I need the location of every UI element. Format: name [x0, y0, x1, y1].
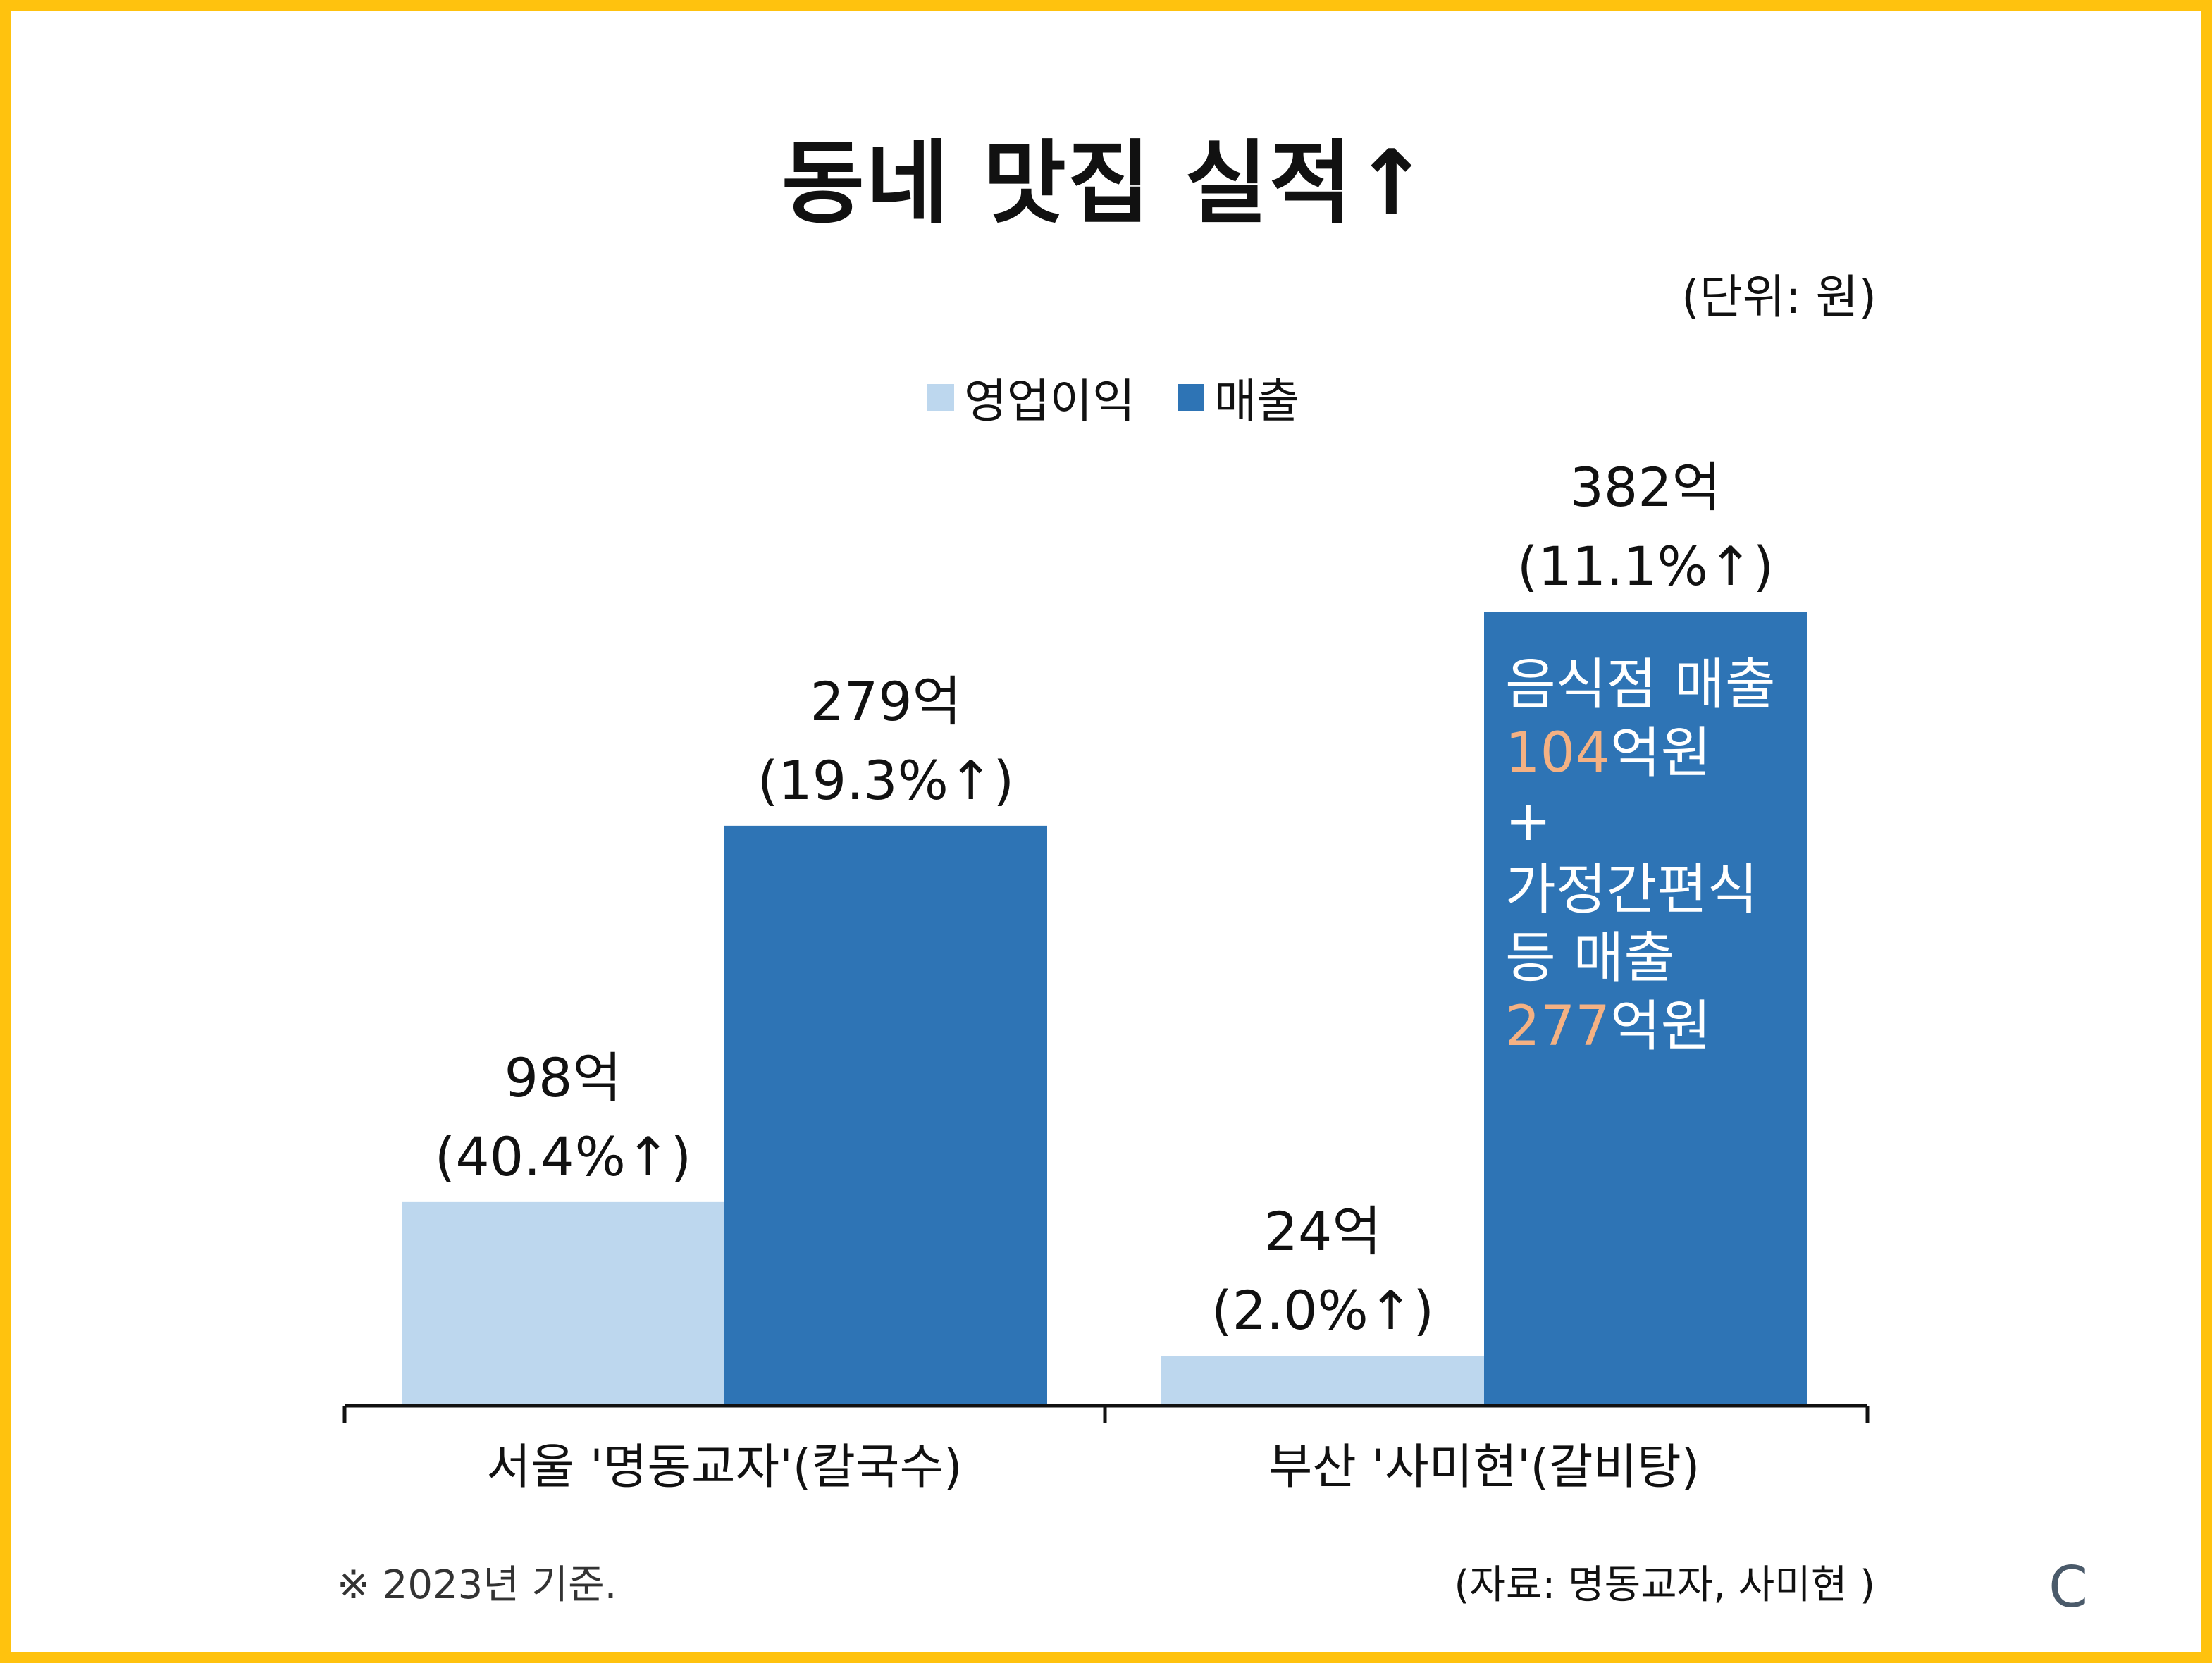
unit-label: (단위: 원)	[1681, 270, 1877, 324]
category-label-1: 부산 '사미현'(갈비탕)	[1268, 1440, 1700, 1495]
legend-item-operating-profit: 영업이익	[927, 364, 1135, 431]
value-label-0-1: 24억	[1264, 1200, 1382, 1263]
annotation-line-5: 277억원	[1505, 995, 1711, 1058]
bar-sales-0	[724, 825, 1047, 1406]
growth-label-1-1: (11.1%↑)	[1517, 535, 1774, 598]
bar-operating-profit-0	[402, 1201, 724, 1406]
annotation-line-1: 104억원	[1505, 722, 1711, 785]
legend-item-sales: 매출	[1177, 364, 1300, 431]
legend-swatch-operating-profit	[927, 384, 954, 411]
annotation-part-2-0: +	[1505, 790, 1551, 853]
annotation-line-4: 등 매출	[1505, 927, 1674, 990]
growth-label-0-1: (2.0%↑)	[1211, 1279, 1434, 1342]
source-note: (자료: 명동교자, 사미현 )	[1454, 1562, 1875, 1608]
logo: C	[2049, 1554, 2088, 1620]
value-label-1-1: 382억	[1570, 456, 1722, 519]
annotation-line-2: +	[1505, 790, 1551, 853]
annotation-part-1-1: 억원	[1610, 722, 1712, 785]
annotation-line-0: 음식점 매출	[1505, 653, 1776, 717]
value-label-0-0: 98억	[505, 1046, 622, 1109]
category-label-0: 서울 '명동교자'(칼국수)	[486, 1440, 962, 1495]
annotation-part-0-0: 음식점 매출	[1505, 653, 1776, 717]
annotation-part-4-0: 등 매출	[1505, 927, 1674, 990]
bar-sales-1	[1484, 612, 1807, 1406]
annotation-part-5-1: 억원	[1610, 995, 1712, 1058]
value-label-1-0: 279억	[810, 670, 962, 733]
chart-title: 동네 맛집 실적↑	[781, 131, 1431, 236]
legend: 영업이익 매출	[927, 364, 1342, 431]
legend-label-operating-profit: 영업이익	[964, 374, 1135, 428]
annotation-part-1-0: 104	[1505, 722, 1610, 785]
growth-label-0-0: (40.4%↑)	[435, 1125, 691, 1188]
bar-operating-profit-1	[1161, 1356, 1484, 1406]
annotation-part-3-0: 가정간편식	[1505, 858, 1758, 922]
annotation-line-3: 가정간편식	[1505, 858, 1758, 922]
bar-chart: 98억 (40.4%↑) 24억 (2.0%↑) 279억 (19.3%↑) 382억 (11…	[342, 456, 1870, 1495]
annotation-part-5-0: 277	[1505, 995, 1610, 1058]
legend-swatch-sales	[1177, 384, 1204, 411]
legend-label-sales: 매출	[1213, 374, 1300, 428]
footnote: ※ 2023년 기준.	[337, 1562, 617, 1608]
growth-label-1-0: (19.3%↑)	[758, 749, 1014, 812]
